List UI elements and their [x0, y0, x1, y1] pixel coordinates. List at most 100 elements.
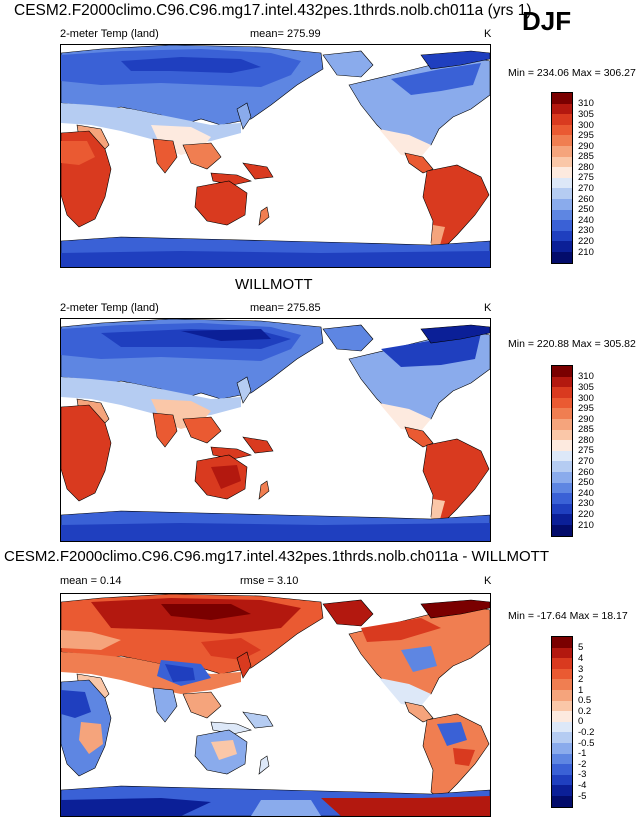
colorbar-label: -0.5: [578, 738, 595, 749]
colorbar-label: 4: [578, 653, 584, 664]
panel3-map-canvas: [61, 594, 490, 816]
panel2-land: [61, 319, 490, 541]
panel3-mean: mean = 0.14: [60, 575, 122, 587]
colorbar-label: 210: [578, 247, 594, 258]
colorbar-label: 290: [578, 141, 594, 152]
panel3-swatch: [552, 785, 572, 796]
panel2-variable: 2-meter Temp (land): [60, 302, 159, 314]
figure-title: CESM2.F2000climo.C96.C96.mg17.intel.432p…: [14, 2, 532, 19]
panel2-map-canvas: [61, 319, 490, 541]
panel2-swatch: [552, 408, 572, 419]
panel2-swatch: [552, 482, 572, 494]
panel3-swatch: [552, 637, 572, 648]
colorbar-label: 310: [578, 98, 594, 109]
panel2-swatch: [552, 514, 572, 525]
panel1-minmax: Min = 234.06 Max = 306.27: [508, 67, 636, 79]
colorbar-label: 260: [578, 467, 594, 478]
panel2-swatch: [552, 440, 572, 451]
panel2-swatch: [552, 387, 572, 398]
panel1-map: [60, 44, 491, 268]
panel1-swatch: [552, 252, 572, 263]
panel3-land: [61, 594, 490, 816]
colorbar-label: 295: [578, 130, 594, 141]
panel1-swatch: [552, 177, 572, 189]
panel3-swatch: [552, 764, 572, 775]
colorbar-label: -5: [578, 791, 587, 802]
colorbar-label: 240: [578, 215, 594, 226]
colorbar-label: 0.2: [578, 706, 592, 717]
panel2-map: [60, 318, 491, 542]
colorbar-label: 0: [578, 716, 584, 727]
colorbar-label: 300: [578, 393, 594, 404]
panel2-swatch: [552, 376, 572, 388]
panel3-swatch: [552, 732, 572, 743]
panel1-map-canvas: [61, 45, 490, 267]
panel1-swatch: [552, 167, 572, 178]
panel2-swatch: [552, 450, 572, 462]
panel3-swatch: [552, 658, 572, 669]
panel1-swatch: [552, 146, 572, 157]
colorbar-label: 270: [578, 456, 594, 467]
colorbar-label: 240: [578, 488, 594, 499]
panel2-minmax: Min = 220.88 Max = 305.82: [508, 338, 636, 350]
panel3-units: K: [484, 575, 492, 587]
panel1-swatch: [552, 230, 572, 242]
colorbar-label: 305: [578, 109, 594, 120]
panel3-swatch: [552, 679, 572, 690]
panel3-swatch: [552, 690, 572, 701]
panel1-swatch: [552, 220, 572, 231]
panel2-colorbar: [551, 365, 573, 537]
panel2-swatch: [552, 397, 572, 409]
colorbar-label: -3: [578, 769, 587, 780]
colorbar-label: 280: [578, 162, 594, 173]
panel2-swatch: [552, 503, 572, 515]
colorbar-label: 0.5: [578, 695, 592, 706]
panel1-variable: 2-meter Temp (land): [60, 28, 159, 40]
colorbar-label: 290: [578, 414, 594, 425]
panel3-swatch: [552, 668, 572, 680]
panel3-swatch: [552, 753, 572, 765]
colorbar-label: 1: [578, 685, 584, 696]
colorbar-label: 305: [578, 382, 594, 393]
panel1-swatch: [552, 93, 572, 104]
panel1-swatch: [552, 156, 572, 168]
panel1-swatch: [552, 114, 572, 125]
panel3-rmse: rmse = 3.10: [240, 575, 299, 587]
panel2-swatch: [552, 493, 572, 504]
colorbar-label: -0.2: [578, 727, 595, 738]
colorbar-label: 250: [578, 477, 594, 488]
colorbar-label: 230: [578, 225, 594, 236]
colorbar-label: 285: [578, 424, 594, 435]
colorbar-label: 220: [578, 509, 594, 520]
panel1-swatch: [552, 188, 572, 199]
colorbar-label: 260: [578, 194, 594, 205]
panel2-mean: mean= 275.85: [250, 302, 321, 314]
panel3-swatch: [552, 700, 572, 712]
panel3-swatch: [552, 796, 572, 807]
panel2-title: WILLMOTT: [235, 276, 313, 293]
colorbar-label: 310: [578, 371, 594, 382]
season-label: DJF: [522, 6, 572, 36]
panel2-units: K: [484, 302, 492, 314]
panel1-units: K: [484, 28, 492, 40]
panel1-swatch: [552, 199, 572, 210]
colorbar-label: -1: [578, 748, 587, 759]
panel3-colorbar: [551, 636, 573, 808]
panel3-swatch: [552, 647, 572, 659]
colorbar-label: 250: [578, 204, 594, 215]
panel3-map: [60, 593, 491, 817]
colorbar-label: 230: [578, 498, 594, 509]
colorbar-label: -4: [578, 780, 587, 791]
panel2-swatch: [552, 419, 572, 430]
panel1-swatch: [552, 103, 572, 115]
panel3-minmax: Min = -17.64 Max = 18.17: [508, 610, 628, 622]
colorbar-label: 280: [578, 435, 594, 446]
colorbar-label: 285: [578, 151, 594, 162]
colorbar-label: 295: [578, 403, 594, 414]
panel2-swatch: [552, 525, 572, 536]
panel3-title: CESM2.F2000climo.C96.C96.mg17.intel.432p…: [4, 548, 549, 565]
panel3-swatch: [552, 743, 572, 754]
panel1-swatch: [552, 241, 572, 252]
panel1-mean: mean= 275.99: [250, 28, 321, 40]
panel1-swatch: [552, 135, 572, 146]
